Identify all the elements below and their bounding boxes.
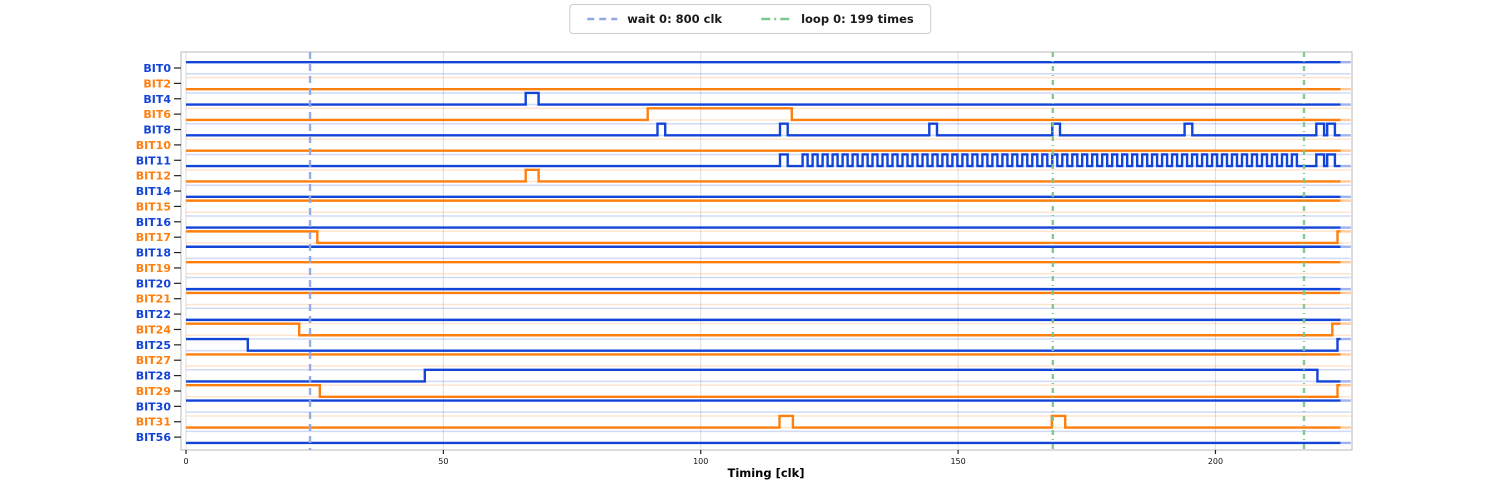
waveform-BIT12: BIT12 (136, 168, 1351, 183)
reference-line-BIT6 (186, 107, 1351, 121)
signal-trace-BIT12 (186, 168, 1341, 183)
x-tick-label: 0 (183, 457, 188, 466)
waveform-BIT31: BIT31 (136, 414, 1351, 429)
row-label-BIT14: BIT14 (136, 185, 172, 198)
row-label-BIT29: BIT29 (136, 385, 171, 398)
waveform-BIT14: BIT14 (136, 184, 1351, 199)
waveform-BIT17: BIT17 (136, 230, 1351, 245)
row-label-BIT20: BIT20 (136, 277, 172, 290)
x-tick-label: 50 (438, 457, 448, 466)
signal-trace-BIT4 (186, 91, 1341, 106)
waveform-BIT0: BIT0 (143, 61, 1351, 75)
waveform-BIT30: BIT30 (136, 399, 1351, 413)
row-label-BIT19: BIT19 (136, 262, 171, 275)
row-label-BIT25: BIT25 (136, 339, 171, 352)
row-label-BIT12: BIT12 (136, 170, 171, 183)
row-label-BIT11: BIT11 (136, 154, 171, 167)
waveform-BIT4: BIT4 (143, 91, 1351, 106)
signal-trace-BIT24 (186, 322, 1341, 337)
waveform-BIT25: BIT25 (136, 337, 1351, 352)
legend-label-wait: wait 0: 800 clk (627, 12, 723, 26)
row-label-BIT21: BIT21 (136, 293, 171, 306)
waveform-BIT19: BIT19 (136, 260, 1351, 275)
row-label-BIT8: BIT8 (143, 124, 171, 137)
row-label-BIT18: BIT18 (136, 247, 171, 260)
reference-line-BIT28 (186, 369, 1351, 383)
waveform-BIT6: BIT6 (143, 107, 1351, 122)
reference-line-BIT31 (186, 415, 1351, 429)
wait-line-sample-icon (587, 17, 618, 21)
reference-line-BIT17 (186, 230, 1351, 244)
signal-trace-BIT25 (186, 337, 1341, 352)
waveform-BIT18: BIT18 (136, 245, 1351, 260)
x-tick-label: 200 (1208, 457, 1223, 466)
legend-label-loop: loop 0: 199 times (801, 12, 914, 26)
row-label-BIT56: BIT56 (136, 431, 172, 444)
waveform-BIT11: BIT11 (136, 153, 1351, 168)
waveform-BIT27: BIT27 (136, 353, 1351, 367)
reference-line-BIT8 (186, 122, 1351, 137)
reference-line-BIT4 (186, 92, 1351, 106)
x-tick-label: 150 (950, 457, 965, 466)
legend-item-wait: wait 0: 800 clk (586, 12, 722, 26)
waveform-BIT28: BIT28 (136, 368, 1351, 383)
plot-border (180, 51, 1353, 451)
row-label-BIT15: BIT15 (136, 200, 171, 213)
row-label-BIT17: BIT17 (136, 231, 171, 244)
signal-trace-BIT8 (186, 122, 1341, 137)
signal-trace-BIT11 (186, 153, 1341, 168)
signal-trace-BIT28 (186, 368, 1341, 383)
signal-trace-BIT17 (186, 230, 1341, 245)
row-label-BIT28: BIT28 (136, 370, 171, 383)
row-label-BIT4: BIT4 (143, 93, 171, 106)
loop-line-sample-icon (761, 17, 792, 21)
waveform-BIT22: BIT22 (136, 307, 1351, 322)
x-axis-label: Timing [clk] (727, 466, 805, 480)
row-label-BIT31: BIT31 (136, 416, 171, 429)
reference-line-BIT25 (186, 338, 1351, 352)
signal-trace-BIT31 (186, 414, 1341, 429)
waveform-BIT10: BIT10 (136, 138, 1351, 152)
signal-trace-BIT29 (186, 383, 1341, 398)
row-label-BIT24: BIT24 (136, 323, 172, 336)
waveform-BIT56: BIT56 (136, 430, 1351, 445)
waveform-BIT21: BIT21 (136, 291, 1351, 306)
row-label-BIT16: BIT16 (136, 216, 172, 229)
waveform-BIT29: BIT29 (136, 383, 1351, 398)
row-label-BIT22: BIT22 (136, 308, 171, 321)
waveform-BIT2: BIT2 (143, 76, 1351, 91)
waveform-BIT16: BIT16 (136, 215, 1351, 229)
reference-line-BIT12 (186, 169, 1351, 183)
row-label-BIT27: BIT27 (136, 354, 171, 367)
legend-item-loop: loop 0: 199 times (760, 12, 914, 26)
row-label-BIT2: BIT2 (143, 77, 171, 90)
waveform-BIT20: BIT20 (136, 276, 1351, 290)
waveform-BIT15: BIT15 (136, 199, 1351, 213)
row-label-BIT0: BIT0 (143, 62, 171, 75)
waveform-BIT24: BIT24 (136, 322, 1351, 337)
row-label-BIT30: BIT30 (136, 400, 172, 413)
legend: wait 0: 800 clk loop 0: 199 times (569, 4, 931, 34)
row-label-BIT6: BIT6 (143, 108, 171, 121)
row-label-BIT10: BIT10 (136, 139, 172, 152)
reference-line-BIT24 (186, 322, 1351, 337)
waveform-BIT8: BIT8 (143, 122, 1351, 137)
reference-line-BIT29 (186, 384, 1351, 398)
signal-trace-BIT6 (186, 107, 1341, 122)
x-tick-label: 100 (693, 457, 708, 466)
